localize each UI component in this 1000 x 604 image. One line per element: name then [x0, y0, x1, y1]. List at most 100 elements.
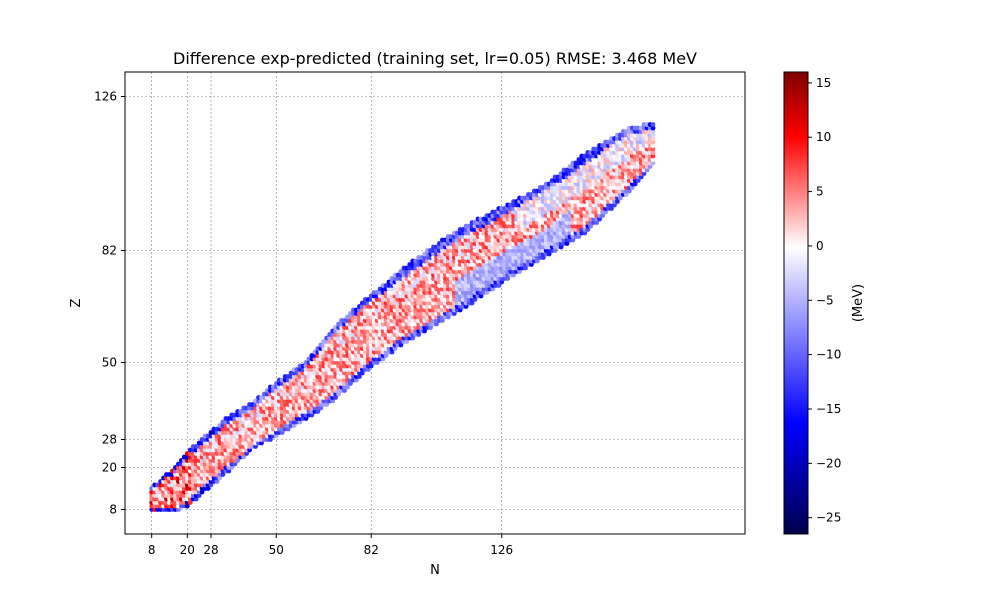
nucleus-point — [205, 486, 211, 491]
nucleus-point — [279, 430, 285, 435]
nucleus-point — [232, 461, 238, 467]
nucleus-point — [315, 409, 321, 414]
nucleus-point — [187, 500, 193, 505]
nucleus-point — [345, 384, 350, 390]
nucleus-point — [214, 479, 220, 484]
nucleus-point — [650, 122, 656, 127]
nucleus-point — [297, 419, 303, 425]
nucleus-point — [534, 258, 540, 264]
chart-title: Difference exp-predicted (training set, … — [173, 49, 697, 68]
nucleus-point — [469, 300, 475, 306]
nucleus-point — [342, 388, 347, 393]
nucleus-point — [623, 192, 629, 197]
nucleus-point — [253, 444, 258, 449]
nucleus-point — [422, 328, 427, 334]
colorbar-tick-label: −25 — [816, 511, 841, 525]
nucleus-point — [434, 321, 439, 327]
nucleus-point — [585, 227, 591, 232]
nucleus-point — [303, 416, 309, 421]
nucleus-point — [199, 489, 205, 495]
nucleus-point — [609, 206, 614, 211]
nucleus-point — [644, 167, 650, 173]
y-axis-ticks: 8 20 28 50 82 126 — [94, 90, 125, 517]
nucleus-point — [392, 346, 398, 351]
x-axis-ticks: 8 20 28 50 82 126 — [148, 534, 513, 557]
nucleus-point — [650, 143, 656, 148]
nucleus-point — [472, 297, 478, 302]
nucleus-point — [484, 290, 490, 295]
nucleus-point — [445, 314, 451, 320]
nucleus-point — [582, 230, 588, 236]
nucleus-point — [357, 374, 362, 379]
nucleus-point — [285, 426, 291, 432]
nucleus-point — [490, 286, 496, 292]
nucleus-point — [318, 405, 324, 411]
nucleus-point — [632, 181, 638, 187]
nucleus-point — [229, 465, 235, 470]
x-tick-label: 20 — [180, 543, 195, 557]
nucleus-point — [268, 437, 273, 442]
colorbar-tick-label: −10 — [816, 348, 841, 362]
nucleus-point — [564, 241, 570, 246]
nucleus-point — [380, 356, 386, 362]
nucleus-point — [244, 451, 250, 456]
nucleus-point — [641, 171, 647, 176]
colorbar-tick-label: −20 — [816, 456, 841, 470]
nucleus-point — [235, 458, 241, 463]
plot-frame — [124, 71, 746, 535]
nucleus-point — [324, 402, 330, 407]
nucleus-point — [428, 325, 433, 330]
x-tick-label: 28 — [203, 543, 218, 557]
nucleus-point — [368, 363, 374, 369]
nucleus-point — [635, 178, 641, 183]
nucleus-point — [546, 251, 552, 257]
nucleus-point — [629, 185, 635, 190]
nucleus-point — [336, 391, 341, 397]
y-axis-label: Z — [69, 298, 84, 307]
nucleus-point — [241, 454, 247, 460]
nucleus-point — [176, 507, 181, 512]
nucleus-point — [517, 269, 522, 274]
nucleus-point — [600, 213, 605, 218]
nucleus-point — [457, 307, 463, 313]
colorbar-ticks: −25 −20 −15 −10 −5 0 5 10 15 — [808, 76, 841, 525]
nucleus-point — [603, 209, 608, 215]
nucleus-point — [226, 468, 232, 474]
nucleus-point — [496, 283, 502, 288]
nucleus-point — [540, 255, 546, 260]
nucleus-point — [650, 150, 656, 155]
nucleus-point — [650, 125, 656, 131]
nucleus-point — [638, 174, 644, 180]
nucleus-point — [365, 367, 371, 372]
nucleus-point — [650, 129, 656, 134]
colorbar — [783, 71, 809, 535]
nucleus-point — [552, 248, 558, 253]
nucleus-point — [410, 335, 416, 341]
colorbar-tick-label: 15 — [816, 76, 831, 90]
nucleus-point — [359, 370, 365, 376]
nucleus-point — [499, 279, 505, 285]
nucleus-point — [511, 272, 516, 278]
nucleus-point — [478, 293, 484, 299]
nucleus-point — [309, 412, 315, 418]
nucleus-point — [647, 164, 653, 169]
y-tick-label: 28 — [102, 433, 117, 447]
nucleus-point — [463, 304, 469, 309]
nucleus-point — [650, 132, 656, 138]
colorbar-tick-label: 5 — [816, 185, 824, 199]
x-axis-label: N — [430, 563, 440, 578]
nucleus-point — [398, 342, 404, 348]
y-tick-label: 8 — [109, 503, 117, 517]
nucleus-point — [529, 262, 534, 267]
nucleus-point — [588, 223, 594, 229]
nucleus-point — [650, 160, 656, 166]
nucleus-point — [184, 503, 190, 509]
nucleus-point — [383, 353, 389, 358]
y-tick-label: 50 — [102, 356, 117, 370]
x-tick-label: 82 — [364, 543, 379, 557]
y-tick-label: 20 — [102, 461, 117, 475]
colorbar-tick-label: 0 — [816, 239, 824, 253]
colorbar-label: (MeV) — [851, 284, 866, 322]
